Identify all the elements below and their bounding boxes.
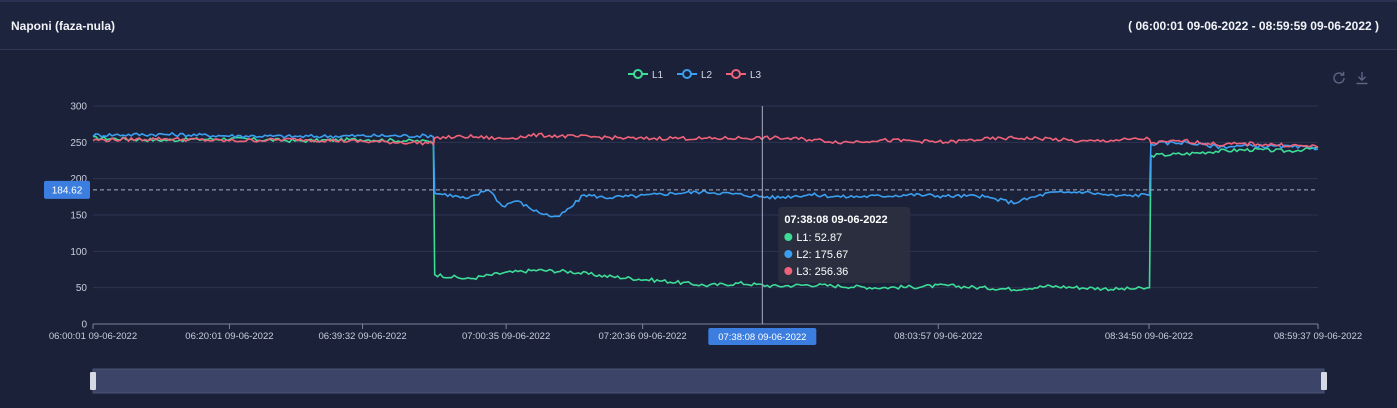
tooltip-box <box>778 207 911 283</box>
x-tick-label: 08:03:57 09-06-2022 <box>894 331 982 342</box>
legend-label-L2: L2 <box>701 70 713 81</box>
tooltip-marker-L3 <box>784 267 793 275</box>
tooltip-item-L3: L3: 256.36 <box>796 266 848 278</box>
x-tick-label: 08:34:50 09-06-2022 <box>1105 331 1193 342</box>
legend-marker-L3 <box>731 69 741 79</box>
legend-label-L3: L3 <box>750 70 762 81</box>
crosshair-x-label: 07:38:08 09-06-2022 <box>718 332 806 343</box>
x-tick-label: 08:59:37 09-06-2022 <box>1274 331 1362 342</box>
tooltip-marker-L1 <box>784 233 793 241</box>
crosshair-y-label: 184.62 <box>52 185 83 196</box>
top-border <box>0 0 1397 2</box>
time-range: ( 06:00:01 09-06-2022 - 08:59:59 09-06-2… <box>1128 19 1379 33</box>
y-tick-label: 300 <box>70 102 87 113</box>
datazoom-window <box>93 369 1324 393</box>
legend-label-L1: L1 <box>652 70 664 81</box>
datazoom-handle-left[interactable] <box>90 372 96 390</box>
tooltip-title: 07:38:08 09-06-2022 <box>784 214 887 226</box>
y-tick-label: 200 <box>70 174 87 185</box>
series-line-L2 <box>92 131 1319 218</box>
y-tick-label: 0 <box>81 320 87 331</box>
legend-marker-L1 <box>633 69 643 79</box>
y-tick-label: 150 <box>70 211 87 222</box>
series-line-L1 <box>92 135 1319 292</box>
download-icon[interactable] <box>1354 70 1370 86</box>
crosshair-y-badge <box>44 180 90 199</box>
y-tick-label: 250 <box>70 138 87 149</box>
x-tick-label: 07:20:36 09-06-2022 <box>599 331 687 342</box>
datazoom-handle-right[interactable] <box>1321 372 1327 390</box>
tooltip-item-L2: L2: 175.67 <box>796 249 848 261</box>
crosshair-x-badge <box>708 328 817 345</box>
x-tick-label: 06:39:32 09-06-2022 <box>318 331 406 342</box>
tooltip-item-L1: L1: 52.87 <box>796 232 842 244</box>
tooltip-marker-L2 <box>784 250 793 258</box>
series-line-L3 <box>92 132 1319 149</box>
x-tick-label: 07:00:35 09-06-2022 <box>462 331 550 342</box>
refresh-icon[interactable] <box>1331 70 1347 86</box>
page-title: Naponi (faza-nula) <box>11 19 115 33</box>
panel-header: Naponi (faza-nula) ( 06:00:01 09-06-2022… <box>0 2 1397 50</box>
y-tick-label: 100 <box>70 247 87 258</box>
x-tick-label: 06:20:01 09-06-2022 <box>185 331 273 342</box>
y-tick-label: 50 <box>76 283 88 294</box>
legend-marker-L2 <box>682 69 692 79</box>
x-tick-label: 06:00:01 09-06-2022 <box>49 331 137 342</box>
